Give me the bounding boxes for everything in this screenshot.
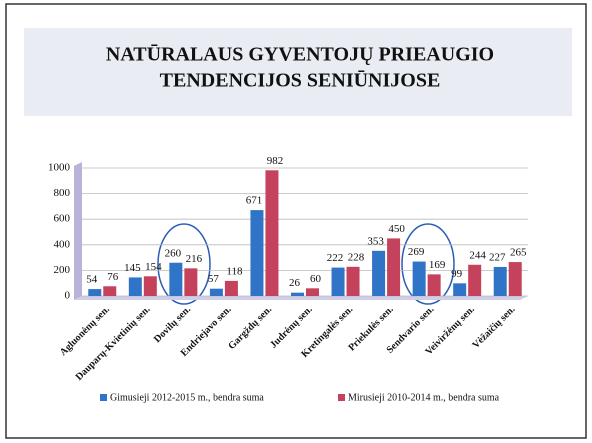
y-tick-label: 0	[65, 290, 71, 302]
bar	[103, 286, 117, 296]
bar	[372, 250, 386, 296]
highlight-ellipse	[157, 223, 211, 305]
data-label: 671	[246, 195, 263, 207]
data-label: 76	[107, 271, 119, 283]
data-label: 216	[186, 253, 203, 265]
bar	[169, 262, 183, 296]
data-label: 353	[367, 235, 384, 247]
data-label: 54	[86, 274, 98, 286]
legend-swatch	[100, 394, 107, 401]
data-label: 982	[267, 155, 284, 167]
data-label: 145	[124, 262, 141, 274]
bar	[331, 267, 345, 296]
floor	[74, 296, 528, 300]
bar	[250, 210, 264, 296]
data-label: 227	[489, 251, 506, 263]
legend-label: Mirusieji 2010-2014 m., bendra suma	[348, 392, 500, 403]
data-label: 26	[289, 277, 301, 289]
data-label: 154	[145, 261, 162, 273]
data-label: 260	[165, 247, 182, 259]
y-tick-label: 1000	[48, 162, 71, 174]
data-label: 60	[310, 273, 322, 285]
data-label: 169	[429, 259, 446, 271]
bar	[265, 170, 279, 296]
bar	[346, 266, 360, 296]
legend-label: Gimusieji 2012-2015 m., bendra suma	[110, 392, 264, 403]
highlight-ellipse	[401, 223, 455, 305]
data-label: 118	[226, 265, 243, 277]
axis-wall	[74, 162, 82, 300]
bar	[493, 266, 507, 296]
data-label: 57	[208, 273, 220, 285]
y-tick-label: 400	[54, 238, 71, 250]
bar	[412, 261, 426, 296]
data-label: 222	[327, 252, 344, 264]
data-label: 99	[451, 268, 463, 280]
bar	[468, 264, 482, 296]
bar	[128, 277, 142, 296]
bar	[387, 238, 401, 296]
chart-title: NATŪRALAUS GYVENTOJŲ PRIEAUGIO	[106, 44, 494, 66]
bar	[306, 288, 319, 296]
data-label: 228	[348, 251, 365, 263]
bar	[209, 288, 223, 296]
data-label: 265	[510, 247, 527, 259]
legend-swatch	[338, 394, 345, 401]
bar	[508, 262, 522, 296]
bar	[291, 292, 304, 296]
bar	[184, 268, 198, 296]
data-label: 450	[388, 223, 405, 235]
data-label: 269	[408, 246, 425, 258]
bar	[224, 280, 238, 296]
chart-title: TENDENCIJOS SENIŪNIJOSE	[160, 70, 441, 92]
bar	[88, 289, 102, 296]
bar	[453, 283, 467, 296]
data-label: 244	[469, 249, 486, 261]
title-band	[24, 28, 572, 116]
y-tick-label: 600	[54, 213, 71, 225]
bar	[427, 274, 441, 296]
bar	[143, 276, 157, 296]
y-tick-label: 800	[54, 187, 71, 199]
y-tick-label: 200	[54, 264, 71, 276]
